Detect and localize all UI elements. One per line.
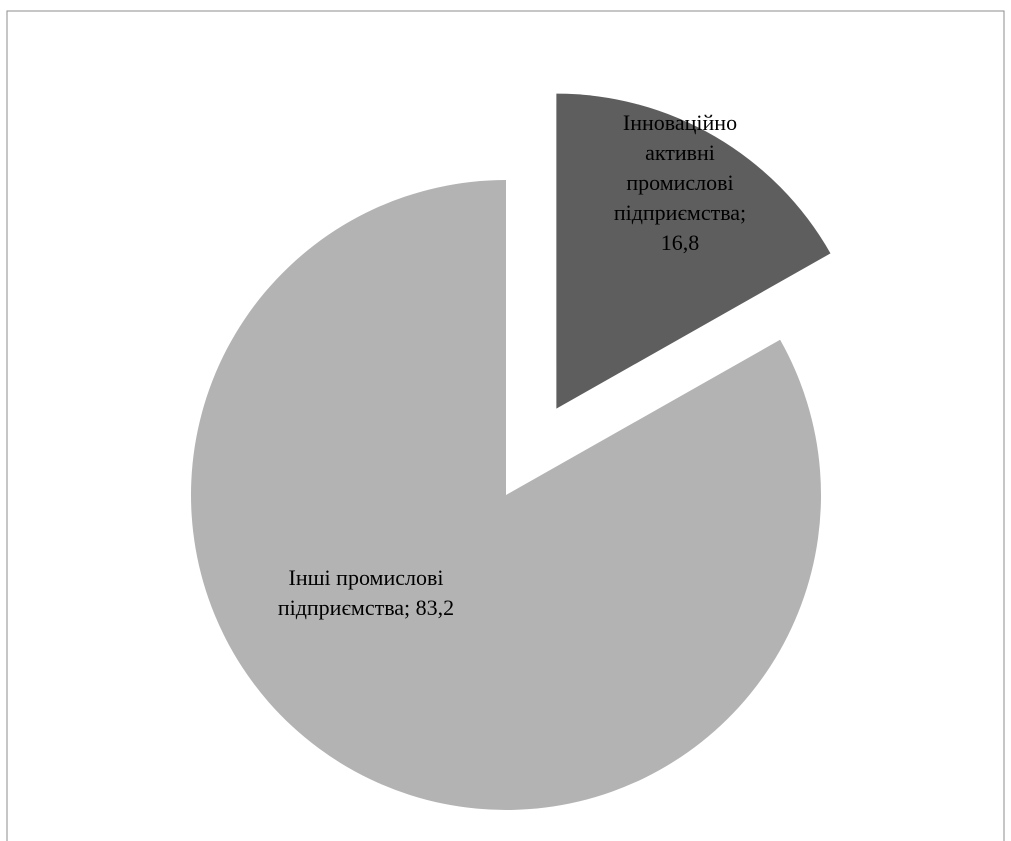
pie-slice-label-line: підприємства; 83,2 [278, 595, 454, 620]
pie-labels: Інноваційно активні промислові підприємства… [278, 110, 746, 620]
pie-slice-label-1: Інноваційно активні промислові підприємства… [614, 110, 746, 255]
chart-border [6, 10, 1005, 841]
pie-slice-label-line: 16,8 [661, 230, 700, 255]
pie-slice-label-line: промислові [626, 170, 733, 195]
pie-slice-label-2: Інші промислові підприємства; 83,2 [278, 565, 454, 620]
pie-slice-label-line: Інноваційно [623, 110, 737, 135]
pie-slice-label-line: Інші промислові [289, 565, 444, 590]
pie-slices [191, 93, 831, 810]
pie-slice-label-line: підприємства; [614, 200, 746, 225]
pie-slice-1 [556, 93, 831, 409]
pie-slice-2 [191, 180, 822, 810]
pie-slice-label-line: активні [645, 140, 715, 165]
